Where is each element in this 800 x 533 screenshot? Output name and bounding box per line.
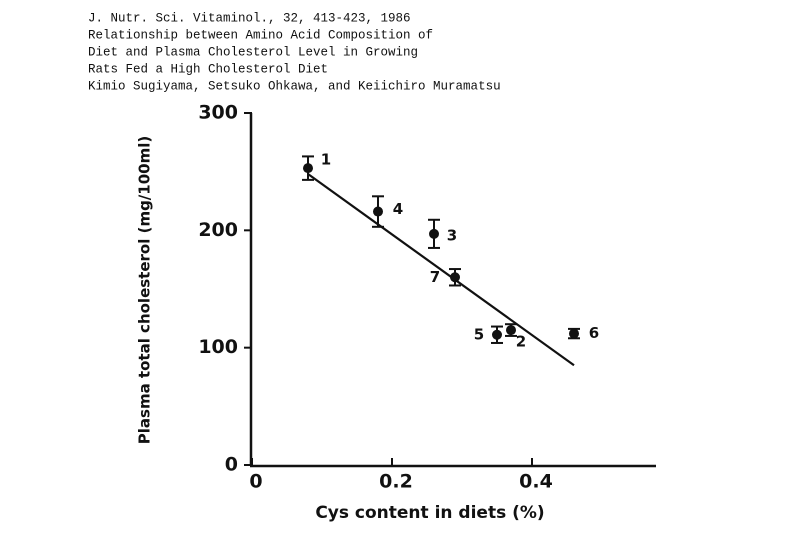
- point-label: 3: [447, 226, 457, 244]
- point-label: 5: [474, 325, 484, 343]
- point: [303, 163, 313, 174]
- x-axis-label: Cys content in diets (%): [315, 503, 544, 523]
- y-tick-label: 0: [225, 454, 238, 476]
- point: [506, 325, 516, 336]
- x-tick-label: 0: [249, 471, 262, 493]
- point-label: 7: [430, 268, 440, 286]
- x-tick-label: 0.2: [379, 471, 413, 493]
- point-label: 2: [516, 333, 526, 351]
- point-label: 6: [589, 324, 599, 342]
- citation-line: Kimio Sugiyama, Setsuko Ohkawa, and Keii…: [88, 79, 501, 93]
- point: [492, 329, 502, 340]
- y-axis-label: Plasma total cholesterol (mg/100ml): [136, 136, 154, 444]
- point: [373, 206, 383, 217]
- y-tick-label: 200: [198, 219, 238, 241]
- point: [429, 228, 439, 239]
- citation-line: Relationship between Amino Acid Composit…: [88, 28, 433, 42]
- point: [450, 272, 460, 283]
- citation-line: Rats Fed a High Cholesterol Diet: [88, 62, 328, 76]
- x-tick-label: 0.4: [519, 471, 553, 493]
- fit-line: [307, 173, 575, 367]
- y-tick-label: 300: [198, 102, 238, 124]
- y-tick-label: 100: [198, 336, 238, 358]
- citation-line: Diet and Plasma Cholesterol Level in Gro…: [88, 45, 418, 59]
- citation-line: J. Nutr. Sci. Vitaminol., 32, 413-423, 1…: [88, 11, 411, 25]
- point-label: 4: [393, 200, 403, 218]
- point: [569, 328, 579, 339]
- point-label: 1: [321, 151, 331, 169]
